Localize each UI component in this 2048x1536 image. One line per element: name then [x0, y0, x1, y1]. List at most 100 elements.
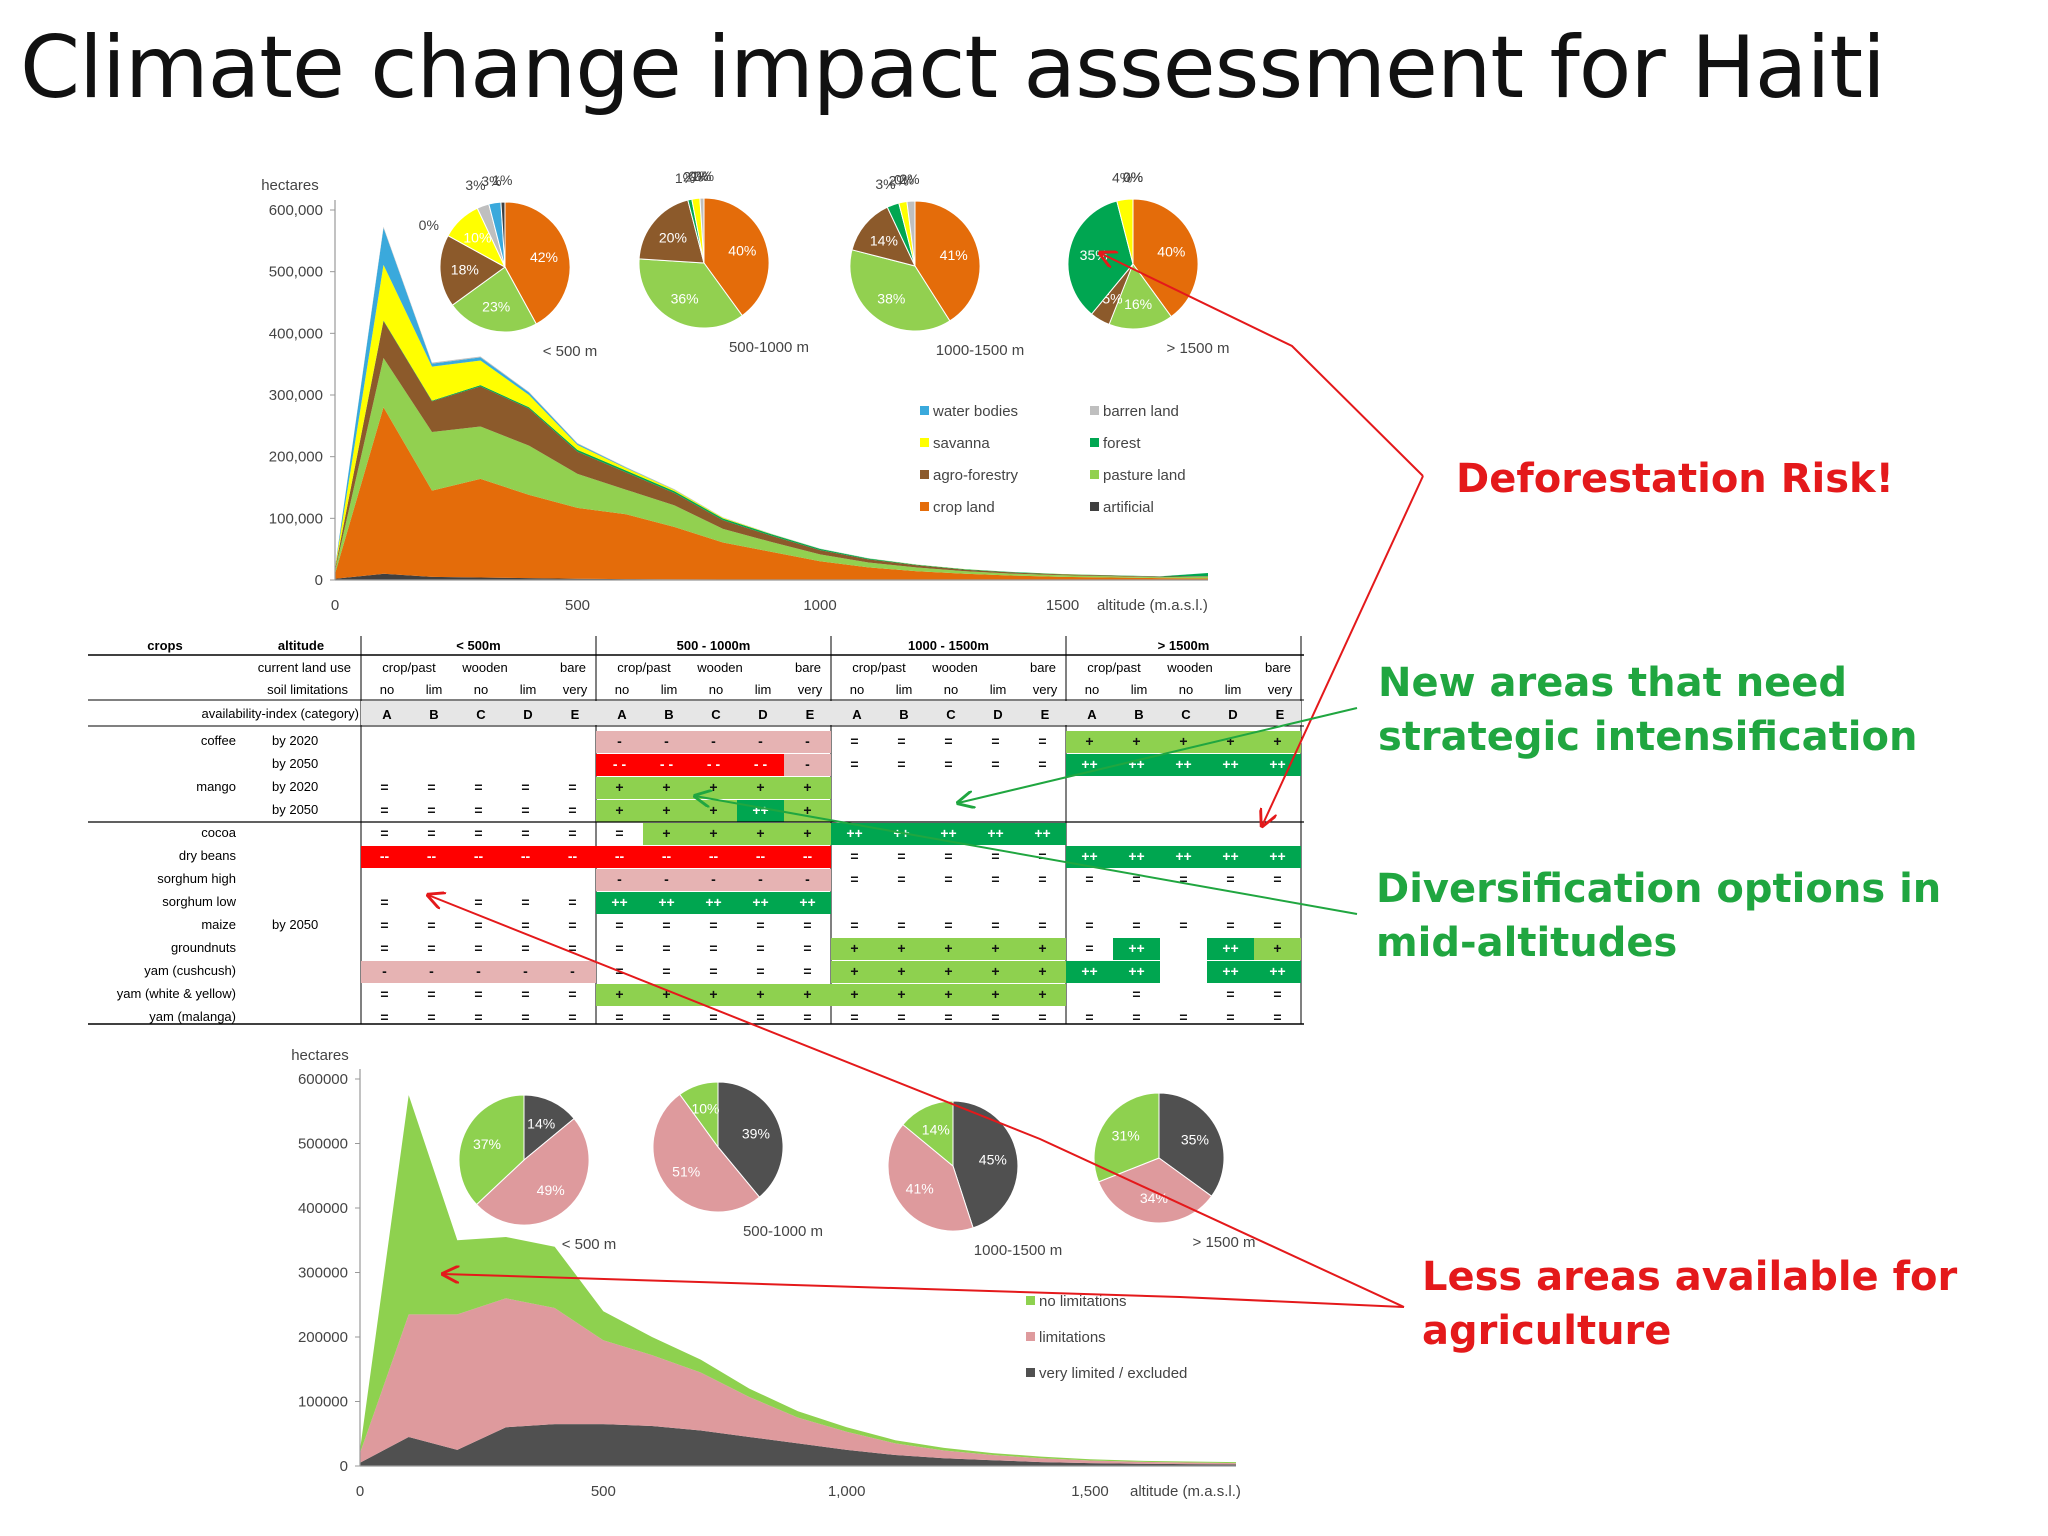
cell-fill: [831, 938, 878, 960]
cell-value: -: [476, 963, 481, 979]
cell-value: =: [427, 779, 435, 795]
land-use-header: bare: [795, 660, 821, 675]
header-soil-limitations: soil limitations: [267, 682, 348, 697]
cell-value: =: [1085, 1009, 1093, 1025]
cell-value: +: [1038, 963, 1046, 979]
crop-year: by 2050: [272, 756, 318, 771]
pie-slice-label: 40%: [728, 243, 756, 259]
cell-value: =: [944, 848, 952, 864]
cell-fill: [1207, 754, 1254, 776]
crop-year: by 2050: [272, 802, 318, 817]
cell-value: - -: [613, 756, 627, 772]
pie-slice-label: 36%: [671, 290, 699, 306]
pie-slice-label: 0%: [688, 168, 708, 184]
category-header: C: [946, 707, 956, 722]
cell-value: =: [568, 894, 576, 910]
cell-value: ++: [1081, 963, 1097, 979]
cell-value: =: [897, 917, 905, 933]
cell-value: - -: [754, 756, 768, 772]
cell-value: =: [521, 894, 529, 910]
cell-value: +: [850, 940, 858, 956]
cell-value: =: [709, 917, 717, 933]
cell-value: ++: [1081, 756, 1097, 772]
land-use-header: crop/past: [382, 660, 436, 675]
cell-value: =: [521, 940, 529, 956]
cell-value: +: [803, 779, 811, 795]
cell-fill: [784, 984, 831, 1006]
category-row-bg: [1066, 701, 1301, 725]
y-tick-label: 0: [315, 572, 323, 589]
x-tick-label: 0: [356, 1483, 364, 1500]
cell-fill: [784, 754, 831, 776]
cell-value: +: [662, 802, 670, 818]
pie-slice-label: 0%: [1123, 169, 1143, 185]
cell-value: =: [521, 986, 529, 1002]
cell-value: ++: [752, 894, 768, 910]
cell-value: =: [850, 871, 858, 887]
pie-slice-label: 37%: [473, 1136, 501, 1152]
cell-value: +: [662, 986, 670, 1002]
deforestation-arrow-to-pie: [1100, 253, 1424, 477]
cell-value: +: [709, 802, 717, 818]
cell-value: =: [474, 917, 482, 933]
cell-value: ++: [1222, 940, 1238, 956]
crop-name: mango: [196, 779, 236, 794]
pie-slice-label: 14%: [922, 1122, 950, 1138]
land-use-header: bare: [1030, 660, 1056, 675]
pie-slice: [952, 1100, 1019, 1229]
category-header: C: [476, 707, 486, 722]
crop-name: sorghum low: [162, 894, 236, 909]
cell-fill: [1254, 846, 1301, 868]
cell-value: =: [1132, 917, 1140, 933]
land-use-header: wooden: [931, 660, 978, 675]
pie-slice-label: 16%: [1124, 296, 1152, 312]
land-use-header: bare: [560, 660, 586, 675]
land-use-header: wooden: [696, 660, 743, 675]
cell-fill: [596, 869, 643, 891]
cell-fill: [878, 984, 925, 1006]
less-areas-note: Less areas available for agriculture: [1422, 1254, 1958, 1354]
legend-label: barren land: [1103, 403, 1179, 420]
cell-fill: [1113, 731, 1160, 753]
cell-value: +: [944, 940, 952, 956]
category-header: E: [571, 707, 580, 722]
category-header: A: [852, 707, 862, 722]
cell-value: ++: [940, 825, 956, 841]
cell-value: =: [427, 1009, 435, 1025]
limit-header: no: [615, 682, 629, 697]
limit-header: no: [380, 682, 394, 697]
y-tick-label: 500000: [298, 1136, 348, 1153]
category-header: E: [1041, 707, 1050, 722]
cell-value: -: [805, 756, 810, 772]
pie-slice-label: 23%: [482, 298, 510, 314]
cell-value: =: [474, 825, 482, 841]
header-altitude: altitude: [278, 638, 324, 653]
land-use-header: crop/past: [852, 660, 906, 675]
cell-value: =: [1273, 871, 1281, 887]
cell-fill: [1066, 846, 1113, 868]
cell-value: =: [1226, 871, 1234, 887]
cell-value: =: [1038, 1009, 1046, 1025]
cell-value: +: [615, 779, 623, 795]
cell-value: +: [850, 986, 858, 1002]
limit-header: very: [798, 682, 823, 697]
cell-value: ++: [1269, 963, 1285, 979]
soil-limitation-area-chart: 0 100000 200000 300000 400000 500000 600000 0 50…: [291, 1047, 1255, 1500]
cell-value: -: [805, 733, 810, 749]
legend-label: pasture land: [1103, 467, 1186, 484]
cell-value: =: [897, 871, 905, 887]
legend-swatch: [920, 502, 929, 511]
cell-value: --: [803, 848, 813, 864]
pie-slice-label: 41%: [940, 247, 968, 263]
cell-value: =: [803, 1009, 811, 1025]
cell-value: =: [897, 848, 905, 864]
cell-fill: [361, 846, 408, 868]
cell-value: =: [474, 986, 482, 1002]
cell-fill: [972, 961, 1019, 983]
limit-header: very: [563, 682, 588, 697]
cell-fill: [690, 846, 737, 868]
cell-value: ++: [1175, 848, 1191, 864]
pie-slice-label: 2%: [683, 169, 703, 185]
cell-value: ++: [1222, 848, 1238, 864]
legend-swatch: [1026, 1332, 1035, 1341]
